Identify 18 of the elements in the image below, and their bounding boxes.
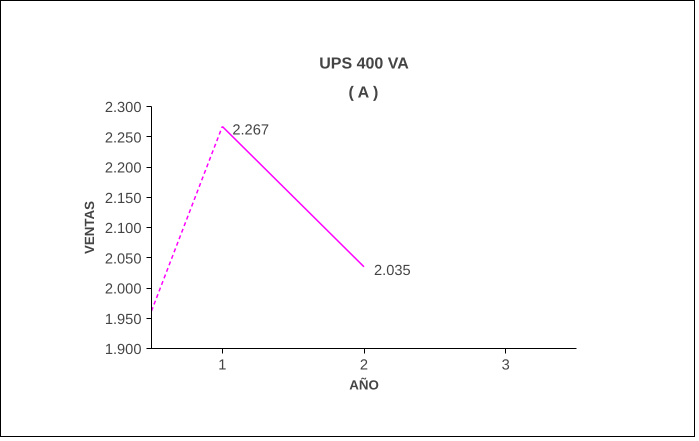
data-label: 2.035: [374, 262, 411, 279]
y-tick-label: 2.050: [104, 251, 142, 268]
y-tick-label: 1.900: [104, 342, 142, 358]
x-tick-label: 3: [502, 358, 510, 374]
x-axis-title: AÑO: [349, 378, 379, 392]
x-tick-label: 1: [218, 358, 226, 374]
y-tick-label: 2.000: [104, 282, 142, 298]
y-tick-label: 2.100: [104, 221, 142, 237]
chart-subtitle: ( A ): [348, 84, 378, 102]
y-tick-label: 1.950: [104, 312, 142, 328]
y-tick-label: 2.300: [104, 100, 142, 116]
chart-title: UPS 400 VA: [319, 56, 410, 72]
data-label: 2.267: [232, 122, 270, 138]
x-tick-label: 2: [360, 358, 368, 374]
y-tick-label: 2.200: [104, 160, 142, 176]
y-tick-label: 2.150: [104, 190, 142, 207]
y-tick-label: 2.250: [104, 130, 142, 146]
y-axis-title: VENTAS: [82, 200, 97, 254]
